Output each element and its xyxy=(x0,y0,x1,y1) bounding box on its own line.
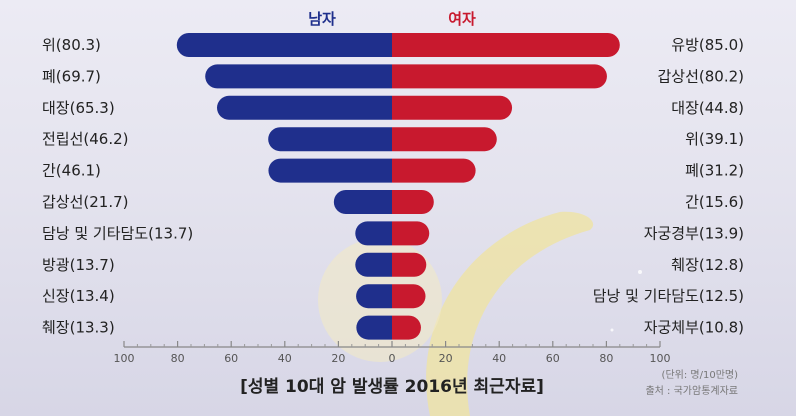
male-label-7: 담낭 및 기타담도(13.7) xyxy=(42,224,193,242)
female-bar-7 xyxy=(392,221,430,246)
female-bar-5 xyxy=(392,158,476,183)
male-label-1: 위(80.3) xyxy=(42,36,101,54)
x-tick-label-0: 100 xyxy=(114,352,135,365)
female-bar-6 xyxy=(392,190,434,214)
x-tick-label-6: 20 xyxy=(439,352,453,365)
male-label-9: 신장(13.4) xyxy=(42,287,115,305)
legend: 남자 여자 xyxy=(308,10,476,28)
x-tick-label-8: 60 xyxy=(546,352,560,365)
x-axis: 100 80 60 40 20 0 20 40 60 80 100 xyxy=(114,341,671,365)
x-tick-label-3: 40 xyxy=(278,352,292,365)
male-bar-8 xyxy=(355,252,392,277)
male-bar-9 xyxy=(356,284,392,309)
male-bar-4 xyxy=(268,127,392,152)
legend-female: 여자 xyxy=(448,10,476,28)
x-tick-label-7: 40 xyxy=(492,352,506,365)
male-label-2: 폐(69.7) xyxy=(42,67,101,85)
female-label-1: 유방(85.0) xyxy=(671,36,744,54)
female-label-8: 췌장(12.8) xyxy=(671,256,744,274)
male-bar-2 xyxy=(205,64,392,89)
female-label-2: 갑상선(80.2) xyxy=(657,67,744,85)
chart-title: [성별 10대 암 발생률 2016년 최근자료] xyxy=(240,377,544,397)
female-bar-9 xyxy=(392,284,426,309)
male-label-5: 간(46.1) xyxy=(42,162,101,180)
male-label-3: 대장(65.3) xyxy=(42,99,115,117)
female-label-7: 자궁경부(13.9) xyxy=(644,224,744,242)
x-tick-label-9: 80 xyxy=(599,352,613,365)
x-tick-label-5: 0 xyxy=(389,352,396,365)
female-label-10: 자궁체부(10.8) xyxy=(644,319,744,337)
male-bar-5 xyxy=(268,158,392,183)
female-bar-10 xyxy=(392,315,421,340)
x-tick-label-1: 80 xyxy=(171,352,185,365)
legend-male: 남자 xyxy=(308,10,336,28)
female-label-4: 위(39.1) xyxy=(685,130,744,148)
male-label-6: 갑상선(21.7) xyxy=(42,193,129,211)
bars-layer xyxy=(176,33,620,340)
female-bar-3 xyxy=(392,95,513,120)
male-label-10: 췌장(13.3) xyxy=(42,319,115,337)
female-bar-4 xyxy=(392,127,497,152)
female-bar-2 xyxy=(392,64,607,89)
x-tick-label-4: 20 xyxy=(331,352,345,365)
male-label-8: 방광(13.7) xyxy=(42,256,115,274)
x-tick-label-10: 100 xyxy=(650,352,671,365)
female-bar-1 xyxy=(392,33,620,57)
female-label-6: 간(15.6) xyxy=(685,193,744,211)
unit-note: (단위: 명/10만명) xyxy=(662,368,739,381)
male-bar-1 xyxy=(176,33,392,57)
female-label-9: 담낭 및 기타담도(12.5) xyxy=(593,287,744,305)
female-label-3: 대장(44.8) xyxy=(671,99,744,117)
male-label-4: 전립선(46.2) xyxy=(42,130,129,148)
x-tick-label-2: 60 xyxy=(224,352,238,365)
female-label-5: 폐(31.2) xyxy=(685,162,744,180)
male-bar-10 xyxy=(356,315,392,340)
male-bar-3 xyxy=(216,95,392,120)
female-bar-8 xyxy=(392,252,427,277)
male-bar-6 xyxy=(333,190,392,214)
source-note: 출처 : 국가암통계자료 xyxy=(645,385,738,397)
category-labels: 위(80.3) 폐(69.7) 대장(65.3) 전립선(46.2) 간(46.1) 갑상… xyxy=(42,36,744,337)
male-bar-7 xyxy=(355,221,392,246)
